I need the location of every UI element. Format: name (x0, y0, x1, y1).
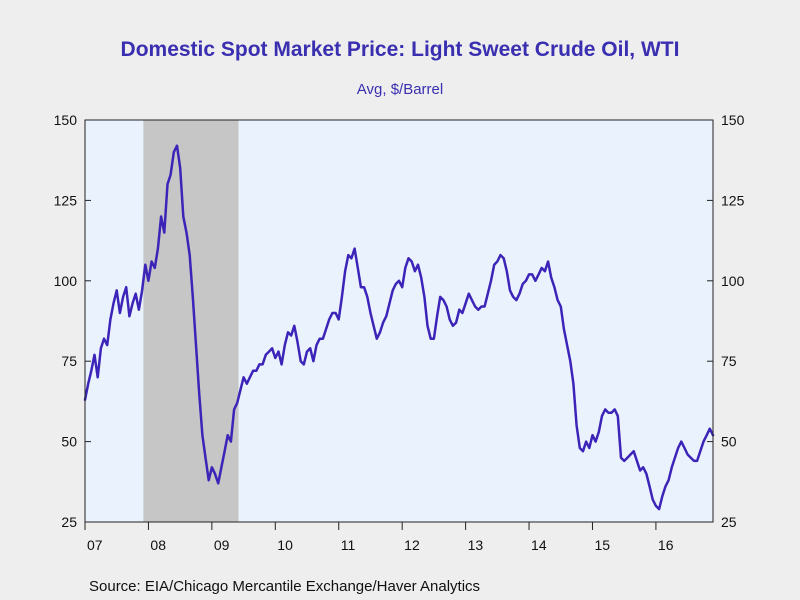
y-tick-label-left: 75 (61, 353, 77, 369)
y-tick-label-right: 150 (721, 112, 745, 128)
series-layer (83, 144, 715, 511)
y-tick-label-right: 50 (721, 434, 737, 450)
y-tick-label-left: 50 (61, 434, 77, 450)
x-tick-label: 12 (404, 537, 420, 553)
y-tick-label-right: 25 (721, 514, 737, 530)
y-tick-label-right: 125 (721, 192, 745, 208)
y-tick-label-left: 100 (54, 273, 78, 289)
plot-frame (84, 119, 714, 523)
chart-title: Domestic Spot Market Price: Light Sweet … (120, 38, 680, 61)
x-tick-label: 07 (87, 537, 103, 553)
chart-source: Source: EIA/Chicago Mercantile Exchange/… (89, 578, 481, 595)
x-tick-label: 13 (468, 537, 484, 553)
y-tick-label-left: 25 (61, 514, 77, 530)
x-tick-label: 08 (150, 537, 166, 553)
y-tick-label-left: 125 (54, 192, 78, 208)
y-tick-label-right: 75 (721, 353, 737, 369)
x-tick-label: 14 (531, 537, 547, 553)
chart-subtitle: Avg, $/Barrel (356, 81, 444, 98)
x-tick-label: 10 (277, 537, 293, 553)
recession-band (143, 120, 239, 522)
x-tick-label: 15 (594, 537, 610, 553)
y-tick-label-left: 150 (54, 112, 78, 128)
tick-layer (84, 119, 713, 530)
x-tick-label: 16 (658, 537, 674, 553)
series-line (83, 144, 715, 511)
recession-shading-layer (143, 120, 239, 522)
x-tick-label: 11 (341, 537, 356, 553)
tick-label-layer: 25 25 50 50 75 75 100 100 125 125 150 150 07 08 09 10 11… (54, 112, 745, 553)
x-tick-label: 09 (214, 537, 230, 553)
y-tick-label-right: 100 (721, 273, 745, 289)
